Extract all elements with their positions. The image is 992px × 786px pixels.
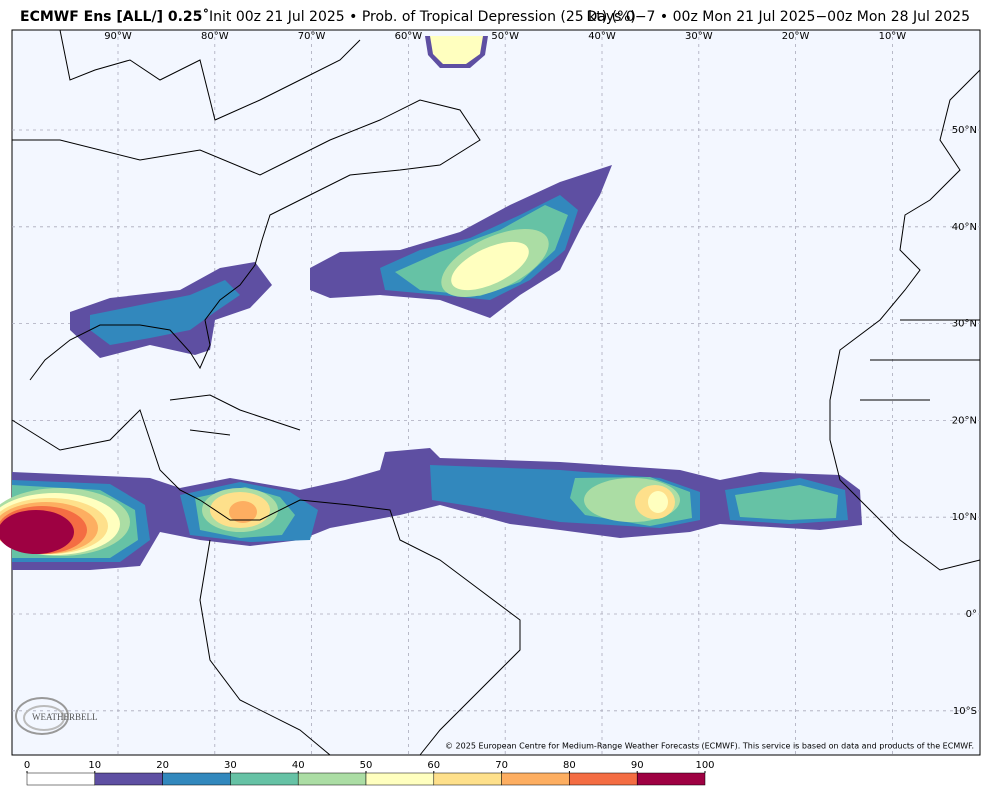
colorbar-label: 90 bbox=[631, 760, 644, 771]
colorbar-label: 0 bbox=[24, 760, 30, 771]
longitude-label: 90°W bbox=[104, 31, 132, 42]
longitude-label: 40°W bbox=[588, 31, 616, 42]
area-50 bbox=[648, 491, 668, 513]
longitude-label: 50°W bbox=[491, 31, 519, 42]
probability-areas bbox=[0, 36, 862, 570]
colorbar-label: 10 bbox=[88, 760, 101, 771]
area-20 bbox=[90, 280, 240, 345]
longitude-label: 60°W bbox=[395, 31, 423, 42]
latitude-label: 10°N bbox=[952, 512, 977, 523]
colorbar-segment bbox=[569, 772, 638, 786]
graticule-labels: 90°W 80°W 70°W 60°W 50°W 40°W 30°W 20°W 10°W 50°N… bbox=[104, 31, 977, 717]
colorbar-label: 100 bbox=[695, 760, 714, 771]
colorbar-segment bbox=[365, 772, 435, 786]
credit: © 2025 European Centre for Medium-Range … bbox=[445, 742, 974, 751]
colorbar-segment bbox=[230, 772, 299, 786]
area-50 bbox=[430, 36, 483, 64]
longitude-label: 30°W bbox=[685, 31, 713, 42]
colorbar-label: 40 bbox=[292, 760, 305, 771]
colorbar-segment bbox=[297, 772, 367, 786]
latitude-label: 30°N bbox=[952, 319, 977, 330]
map: 90°W 80°W 70°W 60°W 50°W 40°W 30°W 20°W 10°W 50°N… bbox=[0, 29, 981, 756]
area-70 bbox=[229, 501, 257, 523]
colorbar-segment bbox=[162, 772, 231, 786]
colorbar-label: 80 bbox=[563, 760, 576, 771]
area-50 bbox=[451, 241, 529, 291]
latitude-label: 20°N bbox=[952, 415, 977, 426]
colorbar-segment bbox=[26, 772, 96, 786]
colorbar: 0 10 20 30 40 50 60 70 80 90 100 bbox=[24, 760, 715, 786]
latitude-label: 40°N bbox=[952, 222, 977, 233]
colorbar-label: 20 bbox=[156, 760, 169, 771]
valid-period: Days 0−7 • 00z Mon 21 Jul 2025−00z Mon 2… bbox=[587, 9, 970, 25]
longitude-label: 70°W bbox=[298, 31, 326, 42]
map-frame bbox=[11, 29, 981, 756]
longitude-label: 20°W bbox=[782, 31, 810, 42]
logo: WEATHERBELL bbox=[15, 697, 98, 735]
area-90 bbox=[0, 510, 74, 554]
description: Init 00z 21 Jul 2025 • Prob. of Tropical… bbox=[209, 9, 636, 25]
latitude-label: 50°N bbox=[952, 125, 977, 136]
colorbar-segment bbox=[433, 772, 502, 786]
latitude-label: 10°S bbox=[953, 706, 977, 717]
model-title: ECMWF Ens [ALL/] 0.25˚ bbox=[20, 8, 209, 25]
colorbar-segment bbox=[501, 772, 570, 786]
colorbar-segment bbox=[94, 772, 163, 786]
colorbar-segment bbox=[636, 772, 706, 786]
logo-text: WEATHERBELL bbox=[32, 712, 98, 722]
colorbar-label: 30 bbox=[224, 760, 237, 771]
colorbar-label: 60 bbox=[427, 760, 440, 771]
coastlines bbox=[11, 29, 981, 756]
colorbar-label: 50 bbox=[360, 760, 373, 771]
latitude-label: 0° bbox=[966, 609, 977, 620]
colorbar-label: 70 bbox=[495, 760, 508, 771]
longitude-label: 80°W bbox=[201, 31, 229, 42]
longitude-label: 10°W bbox=[879, 31, 907, 42]
